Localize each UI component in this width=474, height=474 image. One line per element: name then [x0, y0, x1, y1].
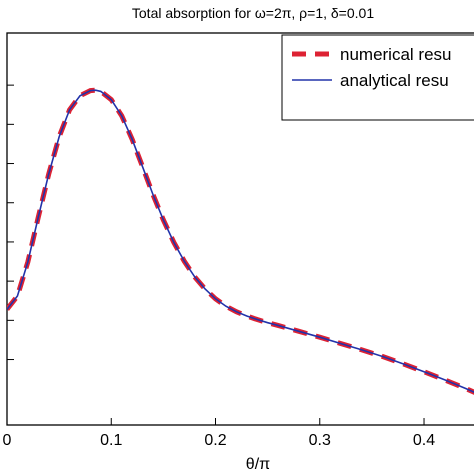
legend-label-numerical: numerical resu: [340, 45, 452, 64]
chart-title: Total absorption for ω=2π, ρ=1, δ=0.01: [132, 5, 374, 21]
series-layer: [7, 87, 474, 395]
legend-box: [281, 34, 474, 121]
x-axis-label: θ/π: [246, 456, 270, 473]
x-ticks: 0 0.1 0.2 0.3 0.4: [3, 418, 435, 449]
series-line-analytical: [7, 89, 474, 393]
legend-label-analytical: analytical resu: [340, 71, 449, 90]
x-tick-label-3: 0.3: [309, 432, 331, 449]
y-ticks: [7, 84, 14, 361]
x-tick-label-4: 0.4: [413, 432, 435, 449]
legend: numerical resu analytical resu: [281, 34, 474, 121]
x-tick-label-2: 0.2: [204, 432, 226, 449]
x-tick-label-0: 0: [3, 432, 12, 449]
x-tick-label-1: 0.1: [100, 432, 122, 449]
